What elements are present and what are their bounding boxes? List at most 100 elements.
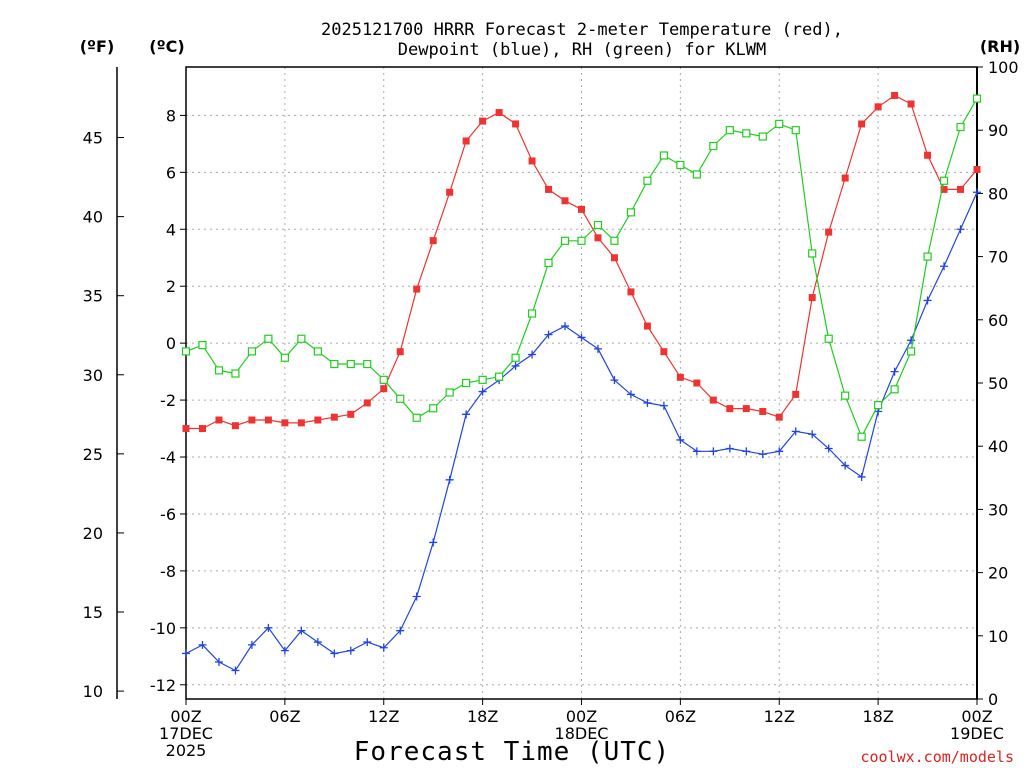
- temperature-point: [281, 419, 289, 427]
- rh-point: [577, 236, 586, 245]
- temperature-point: [347, 410, 355, 418]
- celsius-tick-label: -8: [160, 562, 176, 581]
- rh-point: [412, 413, 421, 422]
- dewpoint-point: [198, 640, 207, 649]
- rh-point: [659, 151, 668, 160]
- rh-point: [478, 375, 487, 384]
- dewpoint-point: [907, 336, 916, 345]
- dewpoint-point: [313, 638, 322, 647]
- rh-point: [775, 119, 784, 128]
- temperature-point: [759, 407, 767, 415]
- rh-point: [890, 385, 899, 394]
- celsius-tick-label: -2: [160, 391, 176, 410]
- dewpoint-point: [231, 666, 240, 675]
- temperature-point: [182, 425, 190, 433]
- dewpoint-point: [544, 330, 553, 339]
- rh-point: [857, 432, 866, 441]
- x-tick-label: 19DEC: [950, 724, 1004, 743]
- x-tick-label: 18DEC: [555, 724, 609, 743]
- rh-point: [626, 208, 636, 217]
- x-tick-label: 06Z: [665, 707, 696, 726]
- temperature-point: [924, 151, 932, 159]
- temperature-point: [413, 285, 421, 293]
- rh-point: [874, 401, 883, 410]
- temperature-point: [297, 419, 305, 427]
- dewpoint-point: [725, 444, 734, 453]
- temperature-point: [693, 379, 701, 387]
- fahrenheit-tick-label: 10: [83, 682, 103, 701]
- dewpoint-point: [247, 640, 256, 649]
- rh-point: [593, 220, 603, 230]
- rh-tick-label: 20: [988, 564, 1008, 583]
- dewpoint-point: [280, 646, 289, 655]
- rh-point: [758, 132, 767, 141]
- temperature-point: [512, 120, 520, 128]
- celsius-tick-label: -6: [160, 505, 176, 524]
- rh-point: [214, 366, 224, 375]
- rh-point: [923, 252, 932, 261]
- dewpoint-point: [297, 626, 306, 635]
- fahrenheit-tick-label: 45: [83, 129, 103, 148]
- rh-point: [956, 122, 965, 132]
- dewpoint-point: [758, 450, 767, 459]
- celsius-tick-label: 0: [166, 334, 176, 353]
- celsius-tick-label: -12: [150, 676, 176, 695]
- temperature-point: [479, 117, 487, 125]
- temperature-point: [363, 399, 371, 407]
- x-tick-label: 06Z: [269, 707, 300, 726]
- rh-tick-label: 80: [988, 184, 1008, 203]
- rh-point: [247, 347, 257, 356]
- rh-point: [429, 404, 438, 413]
- rh-point: [198, 340, 207, 350]
- rh-point: [791, 126, 800, 135]
- temperature-point: [858, 120, 866, 128]
- rh-tick-label: 30: [988, 500, 1008, 519]
- dewpoint-point: [742, 447, 751, 456]
- rh-point: [544, 258, 553, 268]
- dewpoint-point: [824, 444, 833, 453]
- rh-point: [527, 309, 537, 318]
- x-tick-label: 12Z: [368, 707, 399, 726]
- chart-title-line2: Dewpoint (blue), RH (green) for KLWM: [398, 40, 766, 60]
- temperature-point: [841, 174, 849, 182]
- rh-point: [742, 129, 751, 138]
- temperature-point: [907, 100, 915, 108]
- rh-point: [495, 372, 504, 381]
- temperature-point: [643, 322, 651, 330]
- x-tick-label: 18Z: [862, 707, 893, 726]
- dewpoint-point: [808, 430, 817, 439]
- celsius-tick-label: -4: [160, 448, 176, 467]
- temperature-point: [561, 197, 569, 205]
- chart-title-line1: 2025121700 HRRR Forecast 2-meter Tempera…: [321, 20, 843, 40]
- x-tick-label: 18Z: [467, 707, 498, 726]
- temperature-point: [627, 288, 635, 296]
- dewpoint-point: [214, 657, 223, 666]
- rh-tick-label: 90: [988, 121, 1008, 140]
- dewpoint-point: [462, 410, 471, 419]
- rh-point: [313, 347, 322, 356]
- rh-tick-label: 100: [988, 58, 1019, 77]
- celsius-tick-label: 8: [166, 106, 176, 125]
- plot-frame: [185, 66, 978, 700]
- x-axis-label: Forecast Time (UTC): [354, 737, 670, 767]
- dewpoint-point: [396, 626, 405, 635]
- rh-point: [396, 394, 405, 403]
- temperature-point: [709, 396, 717, 404]
- temperature-point: [215, 416, 223, 424]
- temperature-point: [264, 416, 272, 424]
- temperature-point: [528, 157, 536, 165]
- dewpoint-point: [346, 646, 355, 655]
- temperature-point: [808, 294, 816, 302]
- temperature-point: [957, 185, 965, 193]
- temperature-point: [198, 425, 206, 433]
- temperature-point: [742, 405, 750, 413]
- fahrenheit-tick-label: 15: [83, 603, 103, 622]
- temperature-point: [660, 348, 668, 356]
- dewpoint-point: [626, 390, 635, 399]
- temperature-point: [330, 413, 338, 421]
- temperature-point: [231, 422, 239, 430]
- temperature-point: [462, 137, 470, 145]
- rh-unit-label: (RH): [980, 37, 1020, 56]
- rh-tick-label: 10: [988, 627, 1008, 646]
